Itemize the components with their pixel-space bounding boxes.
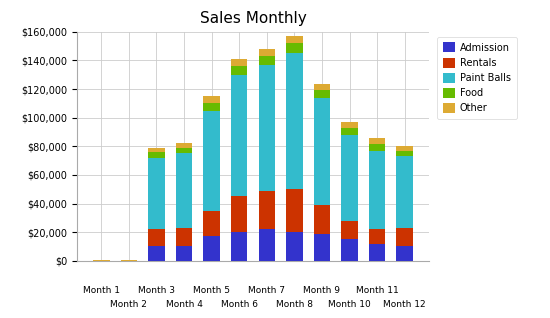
Bar [369, 144, 386, 150]
Bar [176, 246, 192, 261]
Bar [204, 211, 220, 236]
Text: Month 1: Month 1 [83, 286, 120, 295]
Title: Sales Monthly: Sales Monthly [200, 11, 306, 26]
Bar [204, 110, 220, 211]
Text: Month 10: Month 10 [328, 300, 371, 309]
Bar [342, 135, 358, 221]
Bar [93, 260, 109, 261]
Text: Month 3: Month 3 [138, 286, 175, 295]
Text: Month 2: Month 2 [111, 300, 147, 309]
Bar [148, 148, 164, 152]
Bar [148, 229, 164, 246]
Bar [258, 65, 275, 190]
Bar [286, 232, 302, 261]
Bar [176, 143, 192, 148]
Bar [286, 189, 302, 232]
Bar [342, 128, 358, 135]
Bar [397, 151, 413, 156]
Bar [120, 260, 137, 261]
Text: Month 11: Month 11 [356, 286, 399, 295]
Bar [342, 122, 358, 128]
Text: Month 7: Month 7 [248, 286, 285, 295]
Bar [286, 53, 302, 189]
Bar [258, 49, 275, 56]
Bar [258, 190, 275, 229]
Text: Month 5: Month 5 [193, 286, 230, 295]
Bar [342, 221, 358, 239]
Text: Month 6: Month 6 [221, 300, 258, 309]
Bar [231, 66, 248, 75]
Bar [397, 228, 413, 246]
Bar [176, 228, 192, 246]
Bar [204, 96, 220, 103]
Bar [369, 138, 386, 144]
Bar [397, 246, 413, 261]
Bar [258, 56, 275, 65]
Bar [342, 239, 358, 261]
Bar [369, 150, 386, 229]
Bar [314, 233, 330, 261]
Bar [176, 148, 192, 153]
Bar [258, 229, 275, 261]
Bar [231, 232, 248, 261]
Text: Month 8: Month 8 [276, 300, 313, 309]
Bar [314, 90, 330, 98]
Bar [204, 236, 220, 261]
Bar [397, 146, 413, 150]
Bar [314, 84, 330, 90]
Bar [369, 244, 386, 261]
Text: Month 12: Month 12 [383, 300, 426, 309]
Bar [314, 98, 330, 205]
Bar [286, 36, 302, 43]
Bar [176, 153, 192, 228]
Text: Month 9: Month 9 [304, 286, 340, 295]
Bar [231, 59, 248, 66]
Bar [148, 246, 164, 261]
Legend: Admission, Rentals, Paint Balls, Food, Other: Admission, Rentals, Paint Balls, Food, O… [437, 37, 516, 119]
Bar [148, 158, 164, 229]
Bar [314, 205, 330, 233]
Bar [286, 43, 302, 53]
Text: Month 4: Month 4 [166, 300, 202, 309]
Bar [204, 103, 220, 110]
Bar [148, 152, 164, 158]
Bar [231, 196, 248, 232]
Bar [369, 229, 386, 244]
Bar [397, 156, 413, 228]
Bar [231, 75, 248, 196]
